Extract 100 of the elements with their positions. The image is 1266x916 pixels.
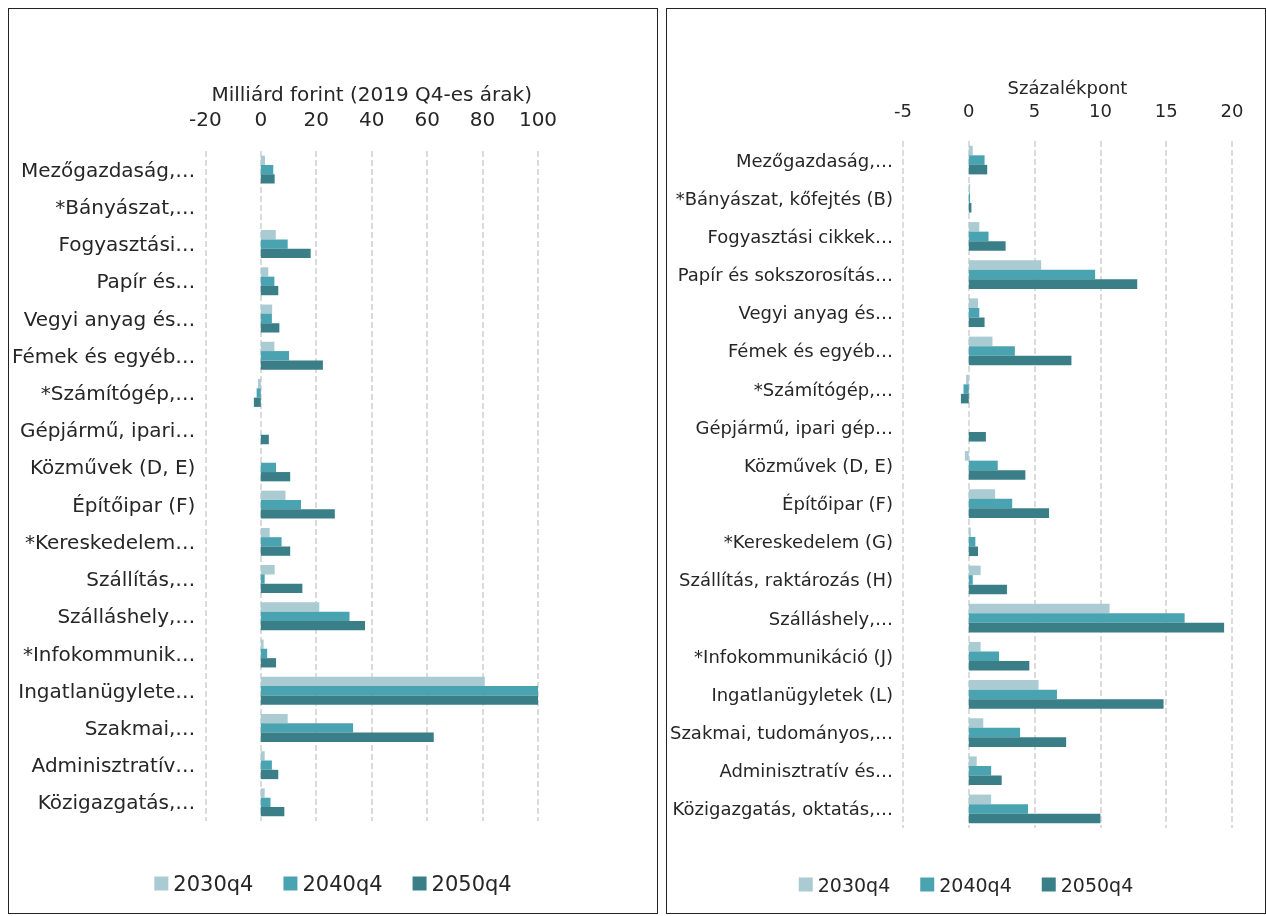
bar [968, 651, 1000, 662]
bar [968, 346, 1015, 356]
x-tick-label: -5 [894, 99, 912, 121]
bar [260, 527, 270, 538]
bar [968, 155, 985, 165]
x-tick-label: 0 [254, 107, 268, 131]
bar [253, 397, 261, 407]
y-tick-label: *Kereskedelem (G) [723, 531, 893, 553]
bar [968, 355, 1072, 366]
bar [260, 285, 279, 296]
bar [968, 813, 1101, 824]
bar [968, 641, 981, 652]
bar [260, 164, 274, 175]
y-tick-label: Fogyasztási… [58, 232, 196, 257]
bar [968, 432, 986, 442]
bar [260, 360, 323, 370]
bar [260, 583, 303, 594]
y-tick-label: Vegyi anyag és… [738, 302, 893, 324]
bar [968, 584, 1007, 595]
y-tick-label: *Bányászat,… [55, 194, 196, 219]
bar [968, 727, 1021, 738]
y-tick-label: *Kereskedelem… [24, 529, 196, 554]
bar [258, 378, 261, 389]
y-tick-label: Papír és sokszorosítás… [677, 264, 893, 286]
bar [968, 603, 1110, 614]
bar [968, 765, 992, 776]
y-tick-label: *Számítógép,… [753, 378, 893, 400]
bar [968, 298, 978, 308]
bar [968, 699, 1164, 709]
x-tick-label: 15 [1154, 99, 1178, 121]
bar [260, 676, 485, 687]
bar [260, 434, 269, 445]
bar [260, 639, 264, 649]
y-tick-label: Gépjármű, ipari… [20, 418, 196, 443]
bar [968, 460, 998, 471]
bar [260, 341, 275, 352]
bar [260, 546, 291, 556]
bar [260, 713, 288, 724]
bar [260, 648, 268, 659]
bar [260, 574, 265, 584]
bar [968, 794, 992, 805]
legend-label: 2050q4 [1060, 873, 1134, 896]
bar [968, 804, 1029, 814]
bar [260, 695, 538, 705]
y-tick-label: Adminisztratív… [31, 753, 196, 778]
bar [968, 775, 1002, 786]
bar [968, 222, 980, 232]
x-tick-label: 40 [358, 107, 385, 131]
bar [968, 718, 984, 728]
y-tick-label: Ingatlanügyletek (L) [711, 683, 893, 705]
y-tick-label: *Bányászat, kőfejtés (B) [675, 187, 893, 209]
y-tick-label: Szállítás, raktározás (H) [679, 569, 893, 591]
bar [968, 536, 976, 547]
y-tick-label: Mezőgazdaság,… [735, 149, 893, 171]
y-tick-label: Szakmai, tudományos,… [669, 722, 893, 744]
y-tick-label: Gépjármű, ipari gép… [695, 416, 893, 438]
bar [260, 174, 275, 184]
legend-label: 2050q4 [431, 871, 512, 896]
bar [968, 508, 1050, 518]
bar [260, 472, 291, 482]
bar [968, 336, 993, 347]
bar [260, 267, 269, 277]
y-tick-label: Fémek és egyéb… [727, 340, 893, 362]
bar [968, 489, 996, 499]
legend-label: 2040q4 [302, 871, 383, 896]
y-tick-label: Adminisztratív és… [719, 760, 893, 782]
bar [260, 462, 277, 473]
bar [968, 680, 1039, 690]
x-tick-label: 20 [1220, 99, 1244, 121]
bar [260, 509, 335, 519]
y-tick-label: Közigazgatás,… [37, 790, 196, 815]
bar [260, 732, 434, 742]
x-tick-label: -20 [189, 107, 222, 131]
bar [260, 239, 288, 249]
bar [260, 658, 277, 668]
bar [260, 313, 272, 324]
bar [968, 241, 1006, 251]
bar [260, 807, 285, 817]
bar [964, 451, 969, 461]
x-axis-title: Százalékpont [1007, 76, 1128, 98]
y-tick-label: Szálláshely,… [768, 607, 893, 629]
bar [968, 279, 1138, 289]
bar [968, 307, 980, 318]
bar [260, 351, 290, 361]
bar [260, 490, 286, 500]
bar [260, 611, 350, 621]
y-tick-label: Szállítás,… [86, 567, 196, 592]
bar [260, 230, 276, 240]
y-tick-label: Vegyi anyag és… [23, 306, 196, 331]
bar [260, 304, 273, 314]
legend-label: 2040q4 [939, 873, 1012, 896]
y-tick-label: Ingatlanügylete… [18, 678, 196, 703]
y-tick-label: *Infokommunik… [22, 641, 196, 666]
bar [968, 756, 977, 766]
y-tick-label: Közművek (D, E) [744, 454, 893, 476]
bar [260, 155, 265, 165]
y-tick-label: Fogyasztási cikkek… [707, 225, 893, 247]
bar [968, 231, 989, 242]
bar [968, 145, 973, 156]
bar [968, 689, 1057, 700]
